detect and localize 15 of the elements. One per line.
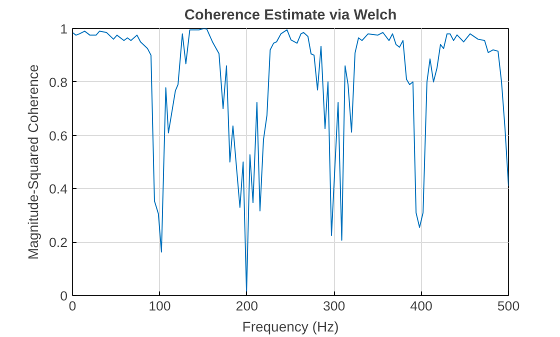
x-tick-label: 300 <box>322 298 346 314</box>
x-tick-label: 500 <box>497 298 520 314</box>
x-axis-title: Frequency (Hz) <box>242 318 339 334</box>
y-tick-label: 1 <box>60 22 68 36</box>
y-tick-label: 0.4 <box>48 182 68 197</box>
y-tick-label: 0.6 <box>48 128 68 144</box>
y-axis-title: Magnitude-Squared Coherence <box>24 64 41 260</box>
line-series <box>72 28 508 294</box>
y-tick-label: 0 <box>60 288 68 304</box>
y-tick-label: 0.8 <box>48 74 68 90</box>
y-tick-label: 0.2 <box>48 235 68 250</box>
chart-title: Coherence Estimate via Welch <box>184 8 397 24</box>
x-tick-label: 400 <box>410 298 432 314</box>
x-tick-label: 100 <box>148 298 171 314</box>
x-tick-label: 200 <box>236 298 258 314</box>
